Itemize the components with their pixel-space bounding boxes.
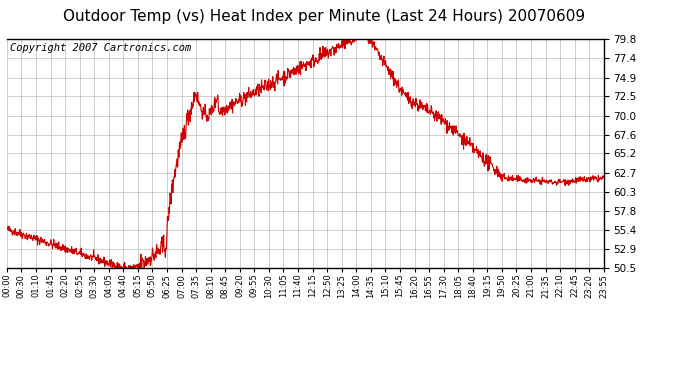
- Text: Outdoor Temp (vs) Heat Index per Minute (Last 24 Hours) 20070609: Outdoor Temp (vs) Heat Index per Minute …: [63, 9, 585, 24]
- Text: Copyright 2007 Cartronics.com: Copyright 2007 Cartronics.com: [10, 43, 191, 53]
